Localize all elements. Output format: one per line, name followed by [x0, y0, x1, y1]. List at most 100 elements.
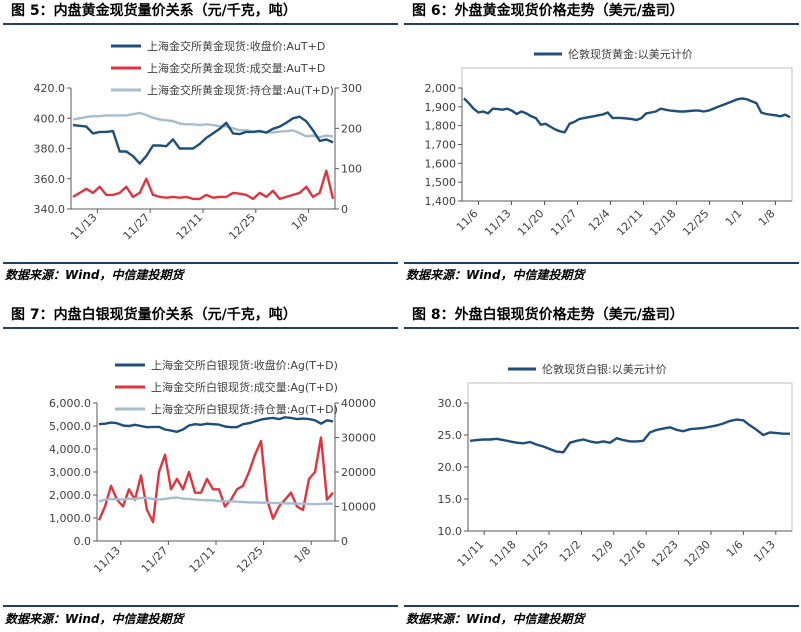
x-tick-label: 12/16 [617, 538, 649, 570]
y-tick-label-right: 0 [341, 535, 348, 548]
y-tick-label-left: 6,000.0 [49, 397, 91, 410]
y-tick-label-right: 100 [341, 163, 362, 176]
chart-title: 图 6：外盘黄金现货价格走势（美元/盎司） [412, 3, 684, 19]
y-tick-label-left: 2,000.0 [49, 489, 91, 502]
x-tick-label: 12/11 [187, 544, 219, 576]
y-tick-label-left: 1,800 [425, 120, 457, 133]
y-tick-label-left: 0.0 [74, 535, 92, 548]
y-tick-label-left: 2,000 [425, 82, 457, 95]
chart-panel-gold-london: 图 6：外盘黄金现货价格走势（美元/盎司） 1,400 1,500 1,600 1,7… [404, 0, 799, 305]
legend-label: 上海金交所黄金现货:收盘价:AuT+D [147, 39, 325, 53]
x-tick-label: 12/4 [586, 207, 613, 234]
y-tick-label-left: 400.0 [34, 112, 66, 125]
y-tick-label-left: 1,600 [425, 157, 457, 170]
x-tick-label: 11/27 [121, 211, 153, 243]
chart-svg: 10.015.020.025.030.011/11 11/18 11/25 12/2 1… [438, 362, 793, 570]
x-tick-label: 12/25 [234, 544, 266, 576]
series-line [98, 416, 334, 434]
chart-panel-gold-domestic: 图 5：内盘黄金现货量价关系（元/千克，吨） 340.0 360.0 380.0 40… [3, 0, 398, 305]
x-tick-label: 11/20 [515, 207, 547, 239]
x-tick-label: 12/18 [647, 207, 679, 239]
series-line [72, 115, 334, 165]
x-tick-label: 1/8 [289, 211, 311, 233]
y-tick-label-right: 200 [341, 122, 362, 135]
x-tick-label: 12/11 [174, 211, 206, 243]
series-line [97, 436, 334, 524]
source-note: 数据来源：Wind，中信建投期货 [5, 268, 184, 282]
chart-title: 图 8：外盘白银现货价格走势（美元/盎司） [412, 307, 684, 323]
x-tick-label: 1/8 [292, 544, 314, 566]
chart-panel-silver-domestic: 图 7：内盘白银现货量价关系（元/千克，吨） 0.0 1,000.0 2,000.0… [3, 304, 398, 632]
y-tick-label-left: 20.0 [438, 461, 463, 474]
title-divider [3, 327, 398, 329]
x-tick-label: 11/18 [487, 538, 519, 570]
source-note: 数据来源：Wind，中信建投期货 [5, 612, 184, 626]
y-tick-label-left: 1,500 [425, 176, 457, 189]
x-tick-label: 12/30 [682, 538, 714, 570]
series-line [72, 111, 334, 139]
legend-label: 上海金交所白银现货:成交量:Ag(T+D) [151, 380, 338, 394]
y-tick-label-right: 30000 [341, 432, 376, 445]
y-tick-label-left: 1,700 [425, 139, 457, 152]
y-tick-label-left: 380.0 [34, 143, 66, 156]
series-line [72, 169, 335, 201]
x-tick-label: 1/6 [724, 538, 746, 560]
title-divider [3, 23, 398, 25]
y-tick-label-left: 25.0 [438, 429, 463, 442]
x-tick-label: 12/25 [680, 207, 712, 239]
source-divider [3, 605, 398, 607]
y-tick-label-left: 1,900 [425, 101, 457, 114]
x-tick-label: 12/2 [557, 538, 584, 565]
legend-label: 上海金交所黄金现货:成交量:AuT+D [147, 61, 325, 75]
x-tick-label: 1/8 [756, 207, 778, 229]
y-tick-label-left: 4,000.0 [49, 443, 91, 456]
y-tick-label-left: 30.0 [438, 397, 463, 410]
x-tick-label: 1/1 [723, 207, 745, 229]
title-divider [404, 23, 799, 25]
plot-frame [461, 67, 793, 202]
chart-title: 图 5：内盘黄金现货量价关系（元/千克，吨） [11, 3, 297, 19]
y-tick-label-left: 3,000.0 [49, 466, 91, 479]
y-tick-label-left: 340.0 [34, 203, 66, 216]
x-tick-label: 11/13 [91, 544, 123, 576]
x-tick-label: 11/25 [520, 538, 552, 570]
x-tick-label: 12/25 [226, 211, 258, 243]
x-tick-label: 1/13 [751, 538, 778, 565]
x-tick-label: 11/27 [139, 544, 171, 576]
chart-svg: 0.0 1,000.0 2,000.0 3,000.0 4,000.0 5,000.0 6,… [49, 358, 376, 576]
source-divider [404, 262, 799, 264]
y-tick-label-right: 10000 [341, 501, 376, 514]
title-divider [404, 327, 799, 329]
x-tick-label: 11/27 [548, 207, 580, 239]
series-line [98, 496, 333, 506]
x-tick-label: 11/13 [482, 207, 514, 239]
plot-frame [467, 382, 793, 532]
x-tick-label: 12/23 [649, 538, 681, 570]
y-tick-label-left: 15.0 [438, 493, 463, 506]
source-note: 数据来源：Wind，中信建投期货 [406, 268, 585, 282]
chart-title: 图 7：内盘白银现货量价关系（元/千克，吨） [11, 307, 297, 323]
y-tick-label-right: 40000 [341, 397, 376, 410]
x-tick-label: 12/11 [614, 207, 646, 239]
chart-svg: 340.0 360.0 380.0 400.0 420.0 0 100 200 300 11/13… [34, 39, 363, 243]
y-tick-label-left: 420.0 [34, 82, 66, 95]
legend-label: 伦敦现货白银:以美元计价 [542, 362, 667, 376]
chart-panel-silver-london: 图 8：外盘白银现货价格走势（美元/盎司） 10.0 15.0 20.0 25.0 30… [404, 304, 799, 632]
legend-label: 上海金交所白银现货:持仓量:Ag(T+D) [151, 402, 338, 416]
legend-label: 伦敦现货黄金:以美元计价 [568, 47, 693, 61]
source-note: 数据来源：Wind，中信建投期货 [406, 612, 585, 626]
y-tick-label-left: 10.0 [438, 525, 463, 538]
y-tick-label-left: 360.0 [34, 173, 66, 186]
x-tick-label: 11/11 [455, 538, 487, 570]
y-tick-label-right: 0 [341, 203, 348, 216]
series-line [463, 97, 791, 134]
y-tick-label-right: 20000 [341, 466, 376, 479]
y-tick-label-left: 1,400 [425, 195, 457, 208]
series-line [469, 418, 790, 454]
x-tick-label: 12/9 [589, 538, 616, 565]
y-tick-label-left: 1,000.0 [49, 512, 91, 525]
source-divider [3, 262, 398, 264]
legend-label: 上海金交所白银现货:收盘价:Ag(T+D) [151, 358, 338, 372]
x-tick-label: 11/6 [454, 207, 481, 234]
